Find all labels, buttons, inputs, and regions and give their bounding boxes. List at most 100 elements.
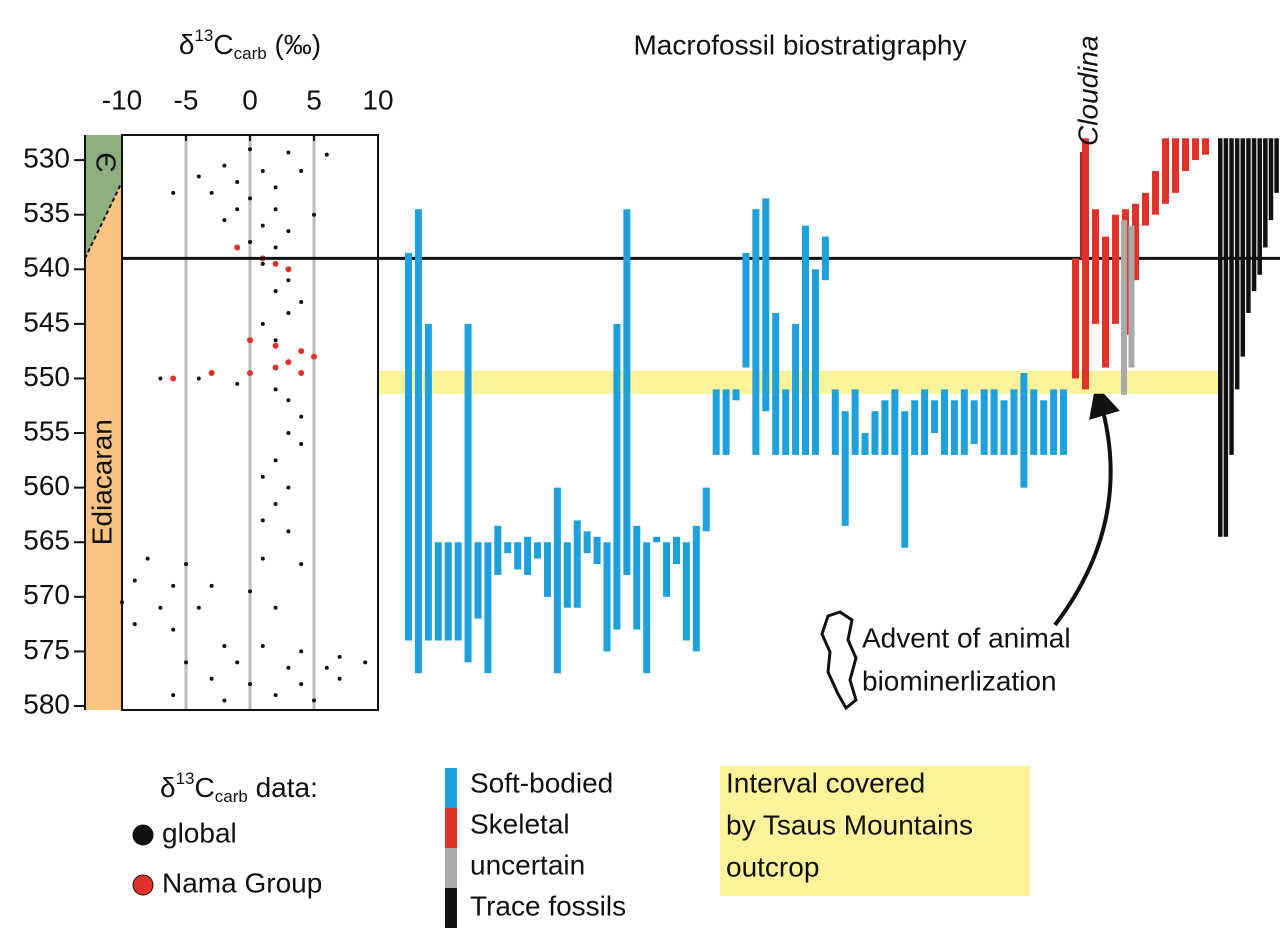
data-point [171,583,176,588]
range-bar [593,536,601,565]
range-bar [1060,389,1068,455]
data-point [132,622,137,627]
data-point [286,278,291,283]
data-point [196,605,201,610]
range-bar [1082,138,1089,390]
period-boundary [84,181,123,259]
legend-swatch [445,888,457,928]
highlight-legend [720,766,1030,896]
range-bar [464,323,472,663]
data-point [247,337,253,344]
y-tick-label: 560 [23,470,70,501]
period-label: Ediacaran [86,419,117,545]
range-bar [891,389,899,455]
range-bar [534,542,542,559]
range-bar [1251,138,1257,292]
range-bar [1072,258,1079,379]
data-point [171,693,176,698]
range-bar [563,542,571,608]
range-bar [524,536,532,575]
data-point [286,310,291,315]
data-point [299,562,304,567]
data-point [286,431,291,436]
range-bar [682,542,690,641]
data-point [158,376,163,381]
range-bar [414,209,422,674]
data-point [260,321,265,326]
range-bar [1202,138,1209,155]
range-bar [851,389,859,455]
range-bar [1132,203,1139,281]
range-bar [543,542,551,597]
range-bar [1263,138,1268,248]
y-tick-label: 545 [23,306,70,337]
data-point [184,660,188,665]
data-point [222,218,227,223]
y-tick-label: 575 [23,634,70,665]
period-label: Є [91,152,122,172]
data-point [132,578,137,583]
data-point [209,676,214,681]
data-point [209,190,214,195]
range-bar [643,542,651,674]
data-point [285,359,292,366]
data-point [273,207,278,212]
range-bar [940,389,948,455]
data-point [273,458,278,463]
range-bar [514,542,522,570]
data-point [298,370,305,377]
annotation: biominerlization [862,665,1057,696]
range-bar [434,542,442,641]
range-bar [1246,138,1251,313]
data-point [260,474,265,479]
range-bar [950,400,958,455]
range-bar [623,209,631,575]
legend-label: Soft-bodied [470,767,613,798]
data-point [260,518,265,523]
y-tick-label: 570 [23,579,70,610]
legend-swatch [132,874,154,896]
data-point [273,185,278,190]
scatter-legend-title: δ13Ccarb data: [160,769,318,806]
data-point [234,244,241,251]
data-point [312,212,316,217]
data-point [272,260,279,267]
data-point [272,364,279,371]
range-bar [405,252,412,641]
range-bar [1010,389,1018,455]
plot-frame [121,134,379,711]
legend-label: uncertain [470,849,585,880]
range-bar [633,525,641,630]
data-point [145,556,150,561]
y-tick-label: 540 [23,252,70,283]
range-bar [1218,138,1223,537]
highlight-label: Interval covered [726,767,925,798]
range-bar [841,411,849,526]
range-bar [672,536,680,565]
range-bar [583,531,591,554]
range-bar [653,536,661,543]
legend-swatch [445,808,457,848]
range-bar [1192,138,1199,161]
data-point [299,649,304,654]
range-bar [1050,389,1058,455]
data-point [286,665,291,670]
range-bar [1182,138,1189,172]
range-bar [484,542,492,674]
range-bar [990,389,998,455]
range-bar [1234,138,1240,390]
data-point [299,169,304,174]
highlight-band [378,370,1223,394]
data-point [171,627,176,632]
range-bar [692,525,700,652]
range-bar [603,542,611,652]
data-point [272,342,279,349]
data-point [260,223,265,228]
range-bar [1040,400,1048,455]
x-tick-label: 10 [362,84,393,115]
data-point [171,190,176,195]
data-point [298,348,305,355]
data-point [273,693,278,698]
range-bar [980,389,988,455]
range-bar [553,487,561,674]
